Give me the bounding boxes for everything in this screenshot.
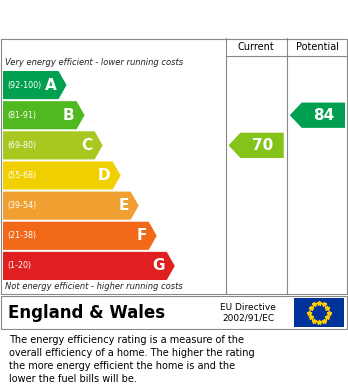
Text: (69-80): (69-80)	[7, 141, 36, 150]
Text: Energy Efficiency Rating: Energy Efficiency Rating	[9, 10, 248, 28]
Text: Not energy efficient - higher running costs: Not energy efficient - higher running co…	[5, 282, 183, 291]
Text: B: B	[63, 108, 74, 123]
Text: (1-20): (1-20)	[7, 262, 31, 271]
Text: D: D	[98, 168, 111, 183]
Text: (55-68): (55-68)	[7, 171, 36, 180]
Text: Current: Current	[238, 42, 275, 52]
Text: 70: 70	[252, 138, 273, 153]
Text: (81-91): (81-91)	[7, 111, 36, 120]
Text: (92-100): (92-100)	[7, 81, 41, 90]
Polygon shape	[3, 192, 139, 220]
Text: (21-38): (21-38)	[7, 231, 36, 240]
Polygon shape	[290, 102, 345, 128]
Text: G: G	[152, 258, 165, 273]
Text: England & Wales: England & Wales	[8, 303, 165, 321]
Polygon shape	[3, 131, 103, 160]
Polygon shape	[3, 252, 175, 280]
Polygon shape	[3, 101, 85, 129]
Text: C: C	[81, 138, 93, 153]
Text: E: E	[118, 198, 129, 213]
Text: 84: 84	[313, 108, 334, 123]
Text: F: F	[136, 228, 147, 243]
Bar	[294, 298, 344, 327]
Text: Potential: Potential	[296, 42, 339, 52]
Polygon shape	[3, 222, 157, 250]
Polygon shape	[3, 161, 121, 190]
Text: EU Directive
2002/91/EC: EU Directive 2002/91/EC	[220, 303, 276, 322]
Polygon shape	[229, 133, 284, 158]
Text: The energy efficiency rating is a measure of the
overall efficiency of a home. T: The energy efficiency rating is a measur…	[9, 335, 254, 384]
Text: A: A	[45, 77, 56, 93]
Text: Very energy efficient - lower running costs: Very energy efficient - lower running co…	[5, 58, 183, 67]
Polygon shape	[3, 71, 66, 99]
Text: (39-54): (39-54)	[7, 201, 36, 210]
